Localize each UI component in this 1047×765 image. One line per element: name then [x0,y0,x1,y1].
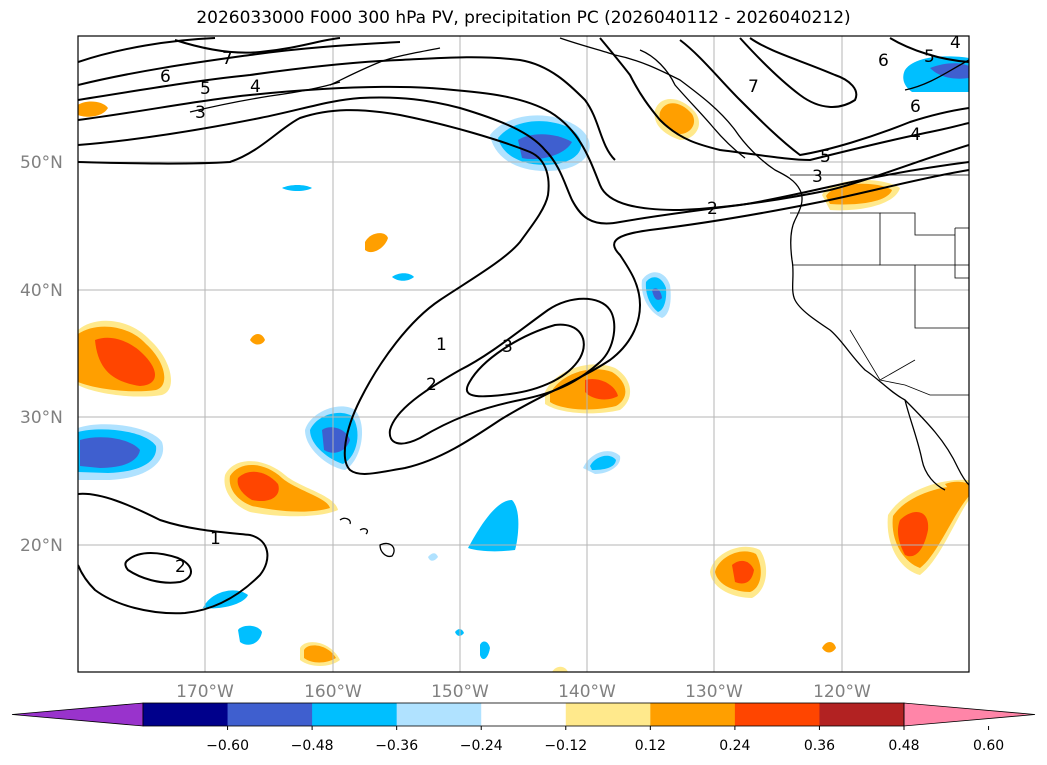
contour-label: 7 [222,49,233,69]
colorbar-extend-high [903,702,1036,727]
map-frame [77,35,970,673]
pv-contours [78,37,969,615]
contour-label: 5 [200,79,211,99]
positive-anomaly-central [545,364,631,414]
contour-label: 1 [436,335,447,355]
contour-labels: 7 6 5 4 3 6 5 4 7 6 5 4 3 2 1 2 3 1 2 [160,33,961,577]
contour-label: 3 [502,337,513,357]
positive-anomaly-small-1 [365,233,388,253]
negative-anomaly-west-edge [78,424,164,480]
contour-label: 7 [748,77,759,97]
colorbar-tick-label: −0.60 [206,738,249,754]
positive-anomaly-mexico [887,479,969,575]
lon-label-170w: 170°W [176,682,234,702]
positive-anomaly-northwest-corner [78,101,108,117]
contour-label: 3 [195,103,206,123]
graticule [78,36,969,672]
colorbar-cell [734,703,820,726]
negative-anomaly-small-7 [428,553,438,561]
contour-label: 6 [878,51,889,71]
colorbar-cell [227,703,313,726]
colorbar-tick-label: 0.60 [973,738,1004,754]
negative-anomaly-central-pacific [305,406,363,470]
lon-label-140w: 140°W [558,682,616,702]
contour-label: 2 [175,557,186,577]
colorbar-tick-label: 0.12 [635,738,666,754]
colorbar-cell [143,703,229,726]
contour-label: 5 [924,47,935,67]
map-panel: 7 6 5 4 3 6 5 4 7 6 5 4 3 2 1 2 3 1 2 [78,33,969,672]
positive-anomaly-bc-coast [654,98,700,140]
lat-label-50n: 50°N [20,153,63,173]
negative-anomaly-east-pacific [641,272,671,318]
lon-label-130w: 130°W [685,682,743,702]
lat-label-20n: 20°N [20,536,63,556]
colorbar-cell [396,703,482,726]
colorbar-cell [481,703,567,726]
colorbar-tick-label: −0.36 [375,738,418,754]
colorbar-tick-label: 0.24 [719,738,750,754]
negative-anomaly-small-3 [238,625,262,645]
positive-anomaly-small-5 [552,666,568,672]
latitude-labels: 50°N 40°N 30°N 20°N [20,153,63,556]
contour-label: 6 [910,97,921,117]
colorbar-cell [819,703,905,726]
contour-label: 4 [910,125,921,145]
map-title: 2026033000 F000 300 hPa PV, precipitatio… [196,8,851,28]
lon-label-120w: 120°W [813,682,871,702]
positive-anomaly-southeast [710,546,767,598]
colorbar-tick-label: −0.48 [291,738,334,754]
positive-anomaly-small-3-core [304,645,336,663]
colorbar-extend-low [11,702,144,727]
colorbar: −0.60 −0.48 −0.36 −0.24 −0.12 0.12 0.24 0.36 0.4… [11,702,1036,754]
negative-anomaly-small-5 [392,273,414,281]
colorbar-cell [650,703,736,726]
lat-label-30n: 30°N [20,408,63,428]
contour-label: 1 [210,529,221,549]
contour-label: 3 [812,167,823,187]
coastlines [189,37,969,558]
colorbar-frame [142,702,905,727]
contour-label: 6 [160,67,171,87]
positive-anomaly-west-edge [78,320,172,397]
contour-label: 4 [250,77,261,97]
contour-label: 5 [820,147,831,167]
colorbar-tick-label: −0.24 [460,738,503,754]
longitude-labels: 170°W 160°W 150°W 140°W 130°W 120°W [176,682,871,702]
lat-label-40n: 40°N [20,281,63,301]
negative-anomaly-south-central [468,500,519,552]
colorbar-tick-label: −0.12 [544,738,587,754]
contour-label: 2 [707,199,718,219]
political-borders [790,174,969,396]
colorbar-tick-label: 0.36 [804,738,835,754]
colorbar-cell [312,703,398,726]
negative-anomaly-small-1-core [590,455,616,470]
negative-anomaly-small-6 [480,641,490,660]
contour-label: 4 [950,33,961,53]
positive-anomaly-small-2 [250,334,265,345]
positive-anomaly-small-4 [822,642,836,653]
contour-label: 2 [426,375,437,395]
lon-label-150w: 150°W [431,682,489,702]
negative-anomaly-small-4 [282,185,312,191]
positive-anomaly-subtropic-1 [224,461,338,517]
colorbar-tick-label: 0.48 [888,738,919,754]
colorbar-cell [565,703,651,726]
lon-label-160w: 160°W [304,682,362,702]
